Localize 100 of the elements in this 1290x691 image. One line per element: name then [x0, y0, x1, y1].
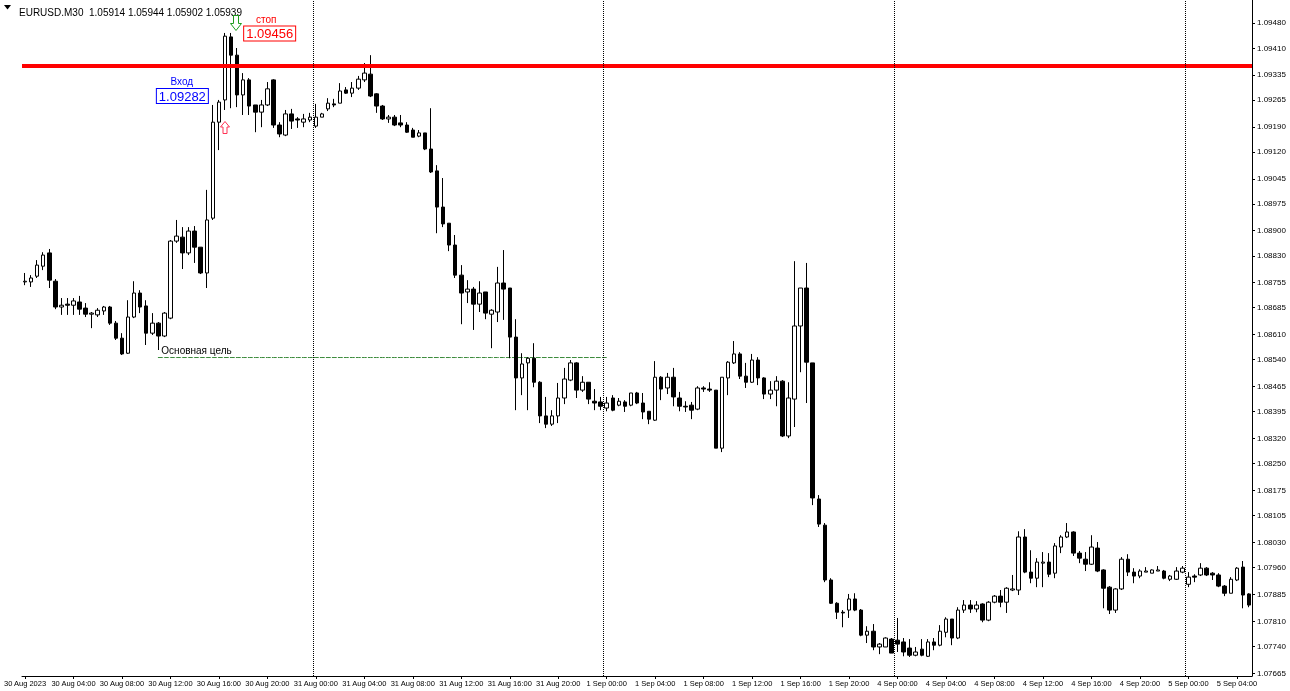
- candlestick: [241, 72, 245, 116]
- candlestick: [1156, 565, 1160, 572]
- candlestick: [1229, 576, 1233, 594]
- candlestick: [441, 177, 445, 228]
- candlestick: [556, 382, 560, 424]
- candlestick: [41, 251, 45, 271]
- text: EURUSD.M30 1.05914 1.05944 1.05902 1.05939: [19, 6, 243, 18]
- y-tick-label: 1.07665: [1257, 668, 1287, 678]
- candlestick: [738, 351, 742, 380]
- candlestick: [944, 616, 948, 638]
- candlestick: [211, 104, 215, 221]
- candlestick: [23, 272, 27, 286]
- candlestick: [956, 606, 960, 640]
- candlestick: [332, 98, 336, 108]
- candlestick: [611, 394, 615, 412]
- candlestick: [247, 77, 251, 116]
- y-tick-label: 1.08610: [1257, 330, 1287, 340]
- candlestick: [126, 299, 130, 355]
- candlestick: [35, 259, 39, 279]
- y-tick-label: 1.08105: [1257, 511, 1287, 521]
- y-tick-label: 1.08755: [1257, 278, 1287, 288]
- candlestick: [550, 409, 554, 427]
- candlestick: [205, 189, 209, 289]
- candlestick: [108, 305, 112, 326]
- y-tick-label: 1.09265: [1257, 95, 1287, 105]
- candlestick: [508, 287, 512, 359]
- candlestick: [338, 82, 342, 104]
- candlestick: [344, 86, 348, 95]
- y-tick-label: 1.07740: [1257, 641, 1287, 651]
- candlestick: [938, 624, 942, 647]
- candlestick: [217, 99, 221, 151]
- y-tick-label: 1.08830: [1257, 251, 1287, 261]
- candlestick: [623, 399, 627, 413]
- candlestick: [429, 107, 433, 174]
- y-tick-label: 1.08250: [1257, 459, 1287, 469]
- y-tick-label: 1.08975: [1257, 199, 1287, 209]
- candlestick: [132, 280, 136, 319]
- y-tick-label: 1.08540: [1257, 355, 1287, 365]
- annotation: Вход: [170, 75, 194, 87]
- annotation: 1.09282: [158, 88, 206, 104]
- candlestick: [235, 47, 239, 108]
- candlestick: [920, 638, 924, 657]
- candlestick: [714, 389, 718, 449]
- candlestick: [817, 494, 821, 528]
- candlestick: [405, 121, 409, 134]
- candlestick: [1144, 566, 1148, 573]
- y-tick-label: 1.08465: [1257, 382, 1287, 392]
- candlestick: [120, 332, 124, 356]
- y-tick-label: 1.09190: [1257, 122, 1287, 132]
- annotation: стоп: [255, 13, 277, 25]
- candlestick: [423, 132, 427, 151]
- candlestick: [641, 392, 645, 420]
- candlestick: [544, 396, 548, 429]
- candlestick: [859, 608, 863, 637]
- candlestick: [326, 97, 330, 112]
- candlestick: [514, 318, 518, 411]
- candlestick: [138, 289, 142, 314]
- candlestick: [1138, 568, 1142, 579]
- candlestick: [47, 248, 52, 289]
- y-tick-label: 1.09410: [1257, 43, 1287, 53]
- y-tick-label: 1.09120: [1257, 147, 1287, 157]
- y-tick-label: 1.08395: [1257, 407, 1287, 417]
- candlestick: [835, 601, 839, 620]
- candlestick: [617, 397, 621, 407]
- y-tick-label: 1.07810: [1257, 616, 1287, 626]
- candlestick: [841, 609, 845, 628]
- candlestick: [1029, 549, 1033, 584]
- candlestick: [762, 376, 766, 400]
- candlestick: [229, 32, 233, 109]
- candlestick: [932, 637, 936, 651]
- candlestick: [750, 353, 754, 384]
- y-tick-label: 1.09045: [1257, 174, 1287, 184]
- y-tick-label: 1.09335: [1257, 70, 1287, 80]
- y-tick-label: 1.07960: [1257, 562, 1287, 572]
- candlestick: [629, 392, 633, 407]
- candlestick: [744, 362, 748, 389]
- candlestick: [1162, 569, 1166, 580]
- candlestick: [520, 352, 524, 396]
- candlestick: [853, 592, 857, 612]
- candlestick: [823, 522, 827, 583]
- candlestick: [1047, 552, 1051, 578]
- candlestick: [453, 234, 457, 279]
- candlestick: [526, 356, 530, 411]
- candlestick: [1241, 560, 1245, 609]
- candlestick: [635, 391, 639, 405]
- candlestick: [1168, 574, 1172, 582]
- annotation: 1.09456: [246, 26, 294, 41]
- candlestick: [114, 320, 118, 341]
- candlestick: [1235, 566, 1239, 582]
- candlestick: [1065, 522, 1069, 539]
- candlestick: [447, 222, 451, 252]
- candlestick: [865, 625, 869, 644]
- y-tick-label: 1.08320: [1257, 433, 1287, 443]
- candlestick: [950, 618, 954, 646]
- candlestick: [647, 410, 651, 425]
- candlestick: [962, 599, 966, 614]
- y-tick-label: 1.08900: [1257, 226, 1287, 236]
- candlestick: [320, 112, 324, 118]
- candlestick: [223, 32, 227, 111]
- candlestick: [29, 274, 33, 288]
